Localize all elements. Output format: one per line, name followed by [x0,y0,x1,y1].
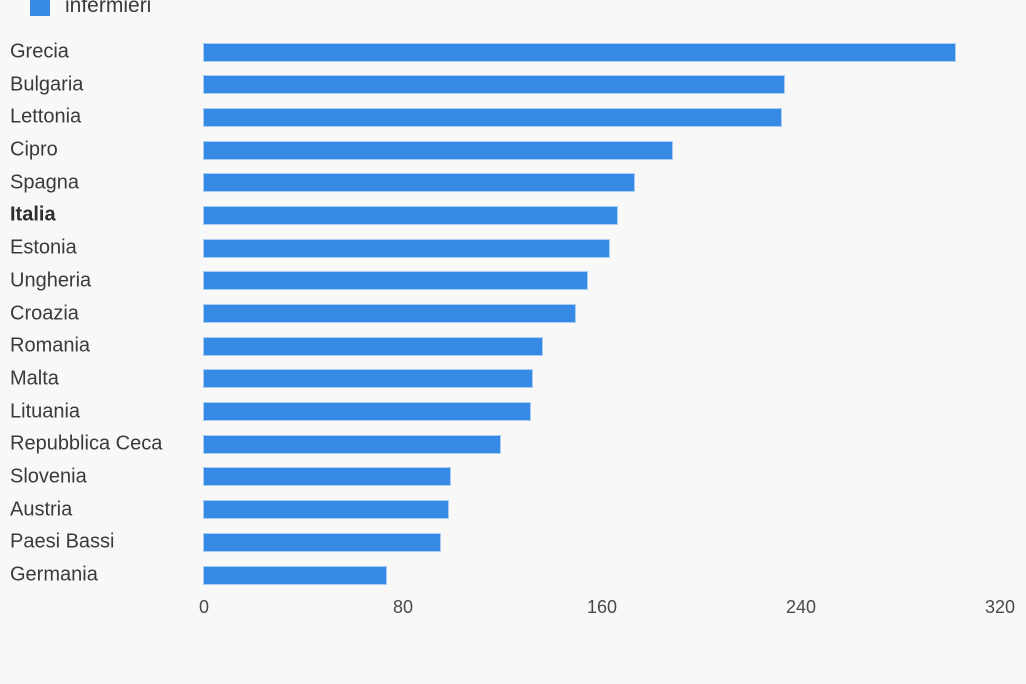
category-label: Grecia [10,40,69,63]
x-axis-tick-label: 80 [392,597,414,617]
bar[interactable] [204,501,448,519]
category-label: Romania [10,334,91,357]
bar[interactable] [204,370,533,388]
category-label: Germania [10,563,98,586]
legend-swatch-icon [30,0,50,16]
category-label: Cipro [10,138,58,161]
bar[interactable] [204,435,500,453]
x-axis-tick-label: 160 [586,597,618,617]
x-axis-tick-label: 240 [785,597,817,617]
category-label: Austria [10,498,73,521]
category-label: Ungheria [10,269,92,292]
category-label: Repubblica Ceca [10,432,163,455]
category-label: Croazia [10,302,79,325]
bar[interactable] [204,403,530,421]
x-axis-tick-label: 0 [198,597,210,617]
category-label: Lituania [10,400,81,423]
category-label: Estonia [10,236,77,259]
category-label: Bulgaria [10,73,84,96]
category-label: Italia [10,203,56,226]
bar[interactable] [204,174,635,192]
bar[interactable] [204,272,588,290]
bar[interactable] [204,468,451,486]
legend: infermieri [30,0,151,17]
legend-label: infermieri [65,0,152,17]
bar[interactable] [204,206,617,224]
bar[interactable] [204,141,672,159]
bar[interactable] [204,533,441,551]
bar[interactable] [204,108,782,126]
category-label: Paesi Bassi [10,530,115,553]
bar[interactable] [204,239,610,257]
bar[interactable] [204,566,386,584]
bar[interactable] [204,305,575,323]
bar[interactable] [204,76,784,94]
category-label: Lettonia [10,105,82,128]
category-label: Malta [10,367,59,390]
bar[interactable] [204,337,543,355]
category-label: Slovenia [10,465,87,488]
category-label: Spagna [10,171,79,194]
bar[interactable] [204,43,956,61]
x-axis-tick-label: 320 [984,597,1016,617]
